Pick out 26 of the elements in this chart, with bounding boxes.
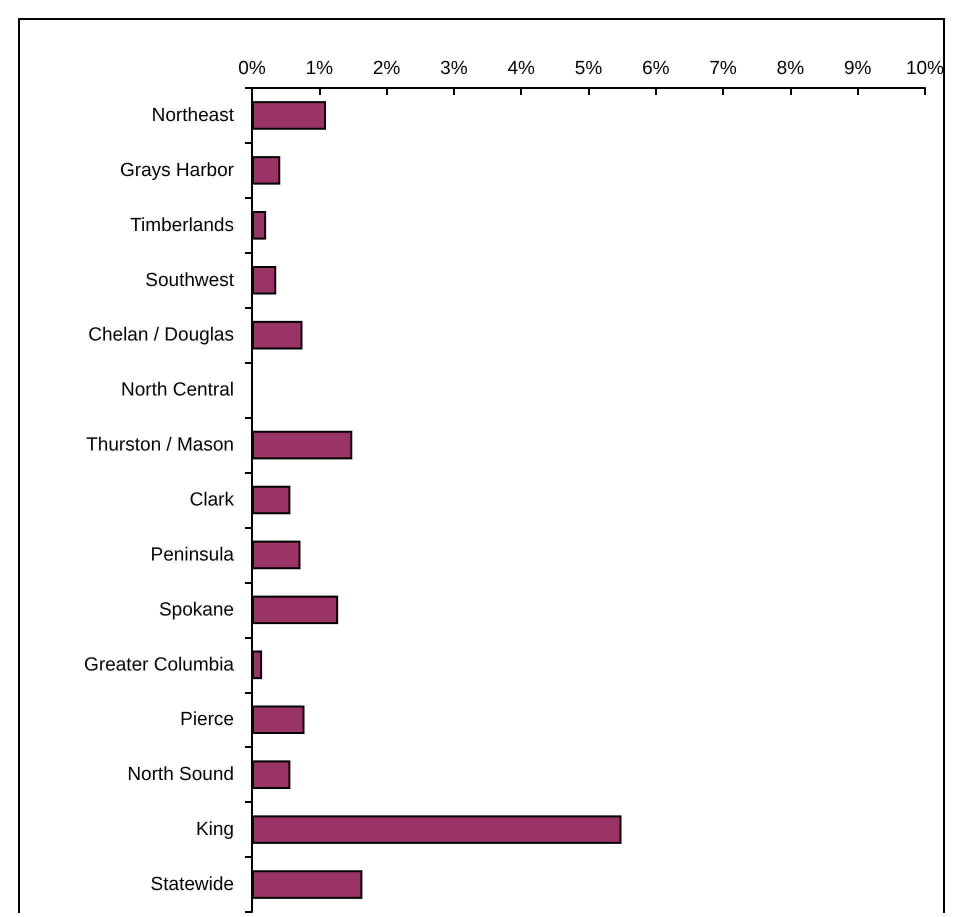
- x-tick-label: 4%: [507, 58, 536, 79]
- y-tick-label: Greater Columbia: [84, 654, 234, 676]
- y-tick-label: Chelan / Douglas: [88, 324, 234, 346]
- x-tick-label: 1%: [306, 58, 334, 79]
- x-tick-label: 7%: [709, 58, 737, 79]
- y-tick-label: Grays Harbor: [120, 160, 235, 181]
- x-tick-label: 6%: [642, 58, 670, 79]
- y-tick-label: Spokane: [158, 599, 234, 620]
- y-tick-label: Pierce: [180, 709, 234, 730]
- y-tick-label: North Sound: [127, 764, 234, 786]
- y-tick-label: Southwest: [145, 270, 235, 291]
- x-tick-label: 9%: [844, 58, 872, 79]
- x-tick-label: 8%: [776, 58, 804, 79]
- y-tick-label: Peninsula: [150, 544, 234, 566]
- y-tick-label: Timberlands: [130, 214, 234, 236]
- x-tick-label: 0%: [238, 58, 266, 79]
- y-tick-label: Clark: [190, 490, 234, 510]
- x-tick-label: 2%: [372, 58, 400, 79]
- x-tick-label: 5%: [574, 58, 602, 79]
- y-tick-label: King: [196, 819, 234, 840]
- y-tick-label: North Central: [121, 380, 234, 401]
- y-tick-label: Statewide: [150, 874, 234, 896]
- y-tick-label: Thurston / Mason: [86, 434, 234, 456]
- x-tick-label: 3%: [440, 58, 468, 79]
- y-tick-label: Northeast: [152, 104, 235, 126]
- x-tick-label: 10%: [906, 58, 944, 79]
